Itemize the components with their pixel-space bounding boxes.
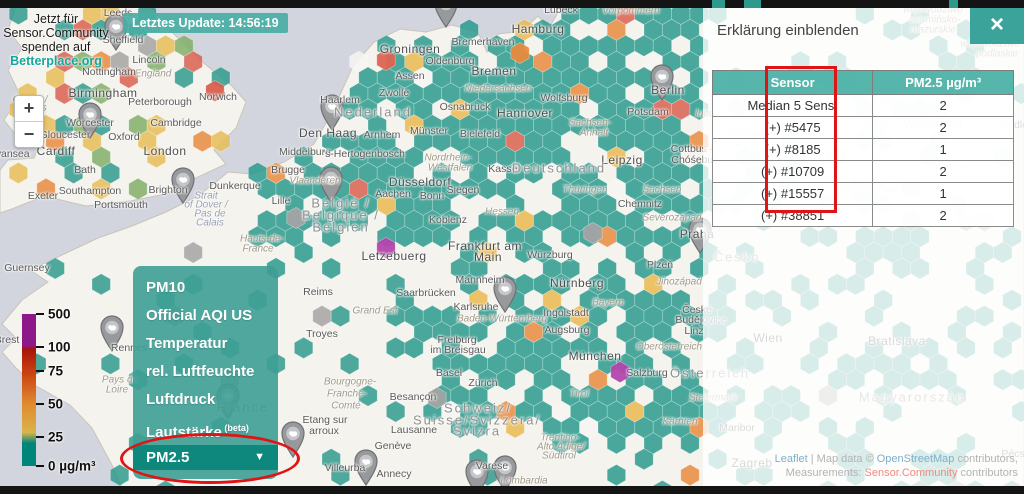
- table-header-sensor: Sensor: [711, 70, 874, 95]
- top-black-bar: [0, 0, 1024, 8]
- bottom-black-bar: [0, 486, 1024, 494]
- attribution-text: Measurements:: [785, 467, 865, 479]
- table-row: (+) #10709 2: [711, 160, 1014, 183]
- layer-menu-item-luftdruck[interactable]: Luftdruck: [146, 391, 216, 408]
- special-hexes: [205, 41, 630, 410]
- value-cell: 1: [872, 138, 1014, 161]
- sensor-table: Sensor PM2.5 µg/m³ Median 5 Sens. 2 (+) #547…: [711, 70, 1014, 227]
- hex-fragment: [744, 0, 761, 8]
- sensor-cluster-pin[interactable]: [650, 64, 674, 102]
- sensor-cluster-pin[interactable]: [465, 459, 489, 494]
- legend-tick: [36, 313, 44, 315]
- donation-note: Jetzt für Sensor.Community spenden auf B…: [0, 12, 112, 68]
- highlight-hex[interactable]: [510, 41, 530, 65]
- legend-tick: [36, 402, 44, 405]
- attribution-text: contributors: [957, 467, 1018, 479]
- sensor-id-cell[interactable]: (+) #38851: [711, 204, 874, 227]
- last-update-badge: Letztes Update: 14:56:19: [123, 13, 288, 33]
- sensor-cluster-pin[interactable]: [100, 315, 124, 353]
- leaflet-link[interactable]: Leaflet: [774, 453, 808, 465]
- sensor-cluster-pin[interactable]: [319, 166, 343, 204]
- explanation-panel: Erklärung einblenden × Sensor PM2.5 µg/m³…: [703, 8, 1024, 486]
- table-row: (+) #15557 1: [711, 182, 1014, 205]
- zoom-controls: + −: [14, 95, 44, 148]
- legend-tick: [36, 436, 44, 439]
- layer-menu: PM10 Official AQI US Temperatur rel. Luftfe…: [133, 266, 278, 479]
- legend-tick: [36, 465, 44, 467]
- sensor-id-cell[interactable]: (+) #10709: [711, 160, 874, 183]
- value-cell: 2: [872, 160, 1014, 183]
- sensor-cluster-pin[interactable]: [78, 102, 102, 140]
- value-cell: 2: [872, 204, 1014, 227]
- hex-fragment: [949, 0, 958, 8]
- layer-menu-item-official-aqi-us[interactable]: Official AQI US: [146, 307, 253, 324]
- highlight-hex[interactable]: [427, 386, 447, 410]
- highlight-hex[interactable]: [583, 221, 603, 245]
- sensor-id-cell[interactable]: (+) #15557: [711, 182, 874, 205]
- map-attribution: Leaflet | Map data © OpenStreetMap contr…: [775, 452, 1018, 480]
- zoom-out-button[interactable]: −: [23, 124, 35, 144]
- osm-link[interactable]: OpenStreetMap: [876, 453, 955, 465]
- close-button[interactable]: ×: [970, 8, 1024, 44]
- hex-fragment: [712, 0, 725, 8]
- panel-title[interactable]: Erklärung einblenden: [717, 22, 859, 39]
- zoom-in-button[interactable]: +: [15, 96, 43, 122]
- highlight-hex[interactable]: [286, 206, 306, 230]
- legend-tick-label: 25: [48, 429, 64, 445]
- layer-menu-item-pm10[interactable]: PM10: [146, 279, 186, 296]
- legend-gradient-bar: [22, 314, 36, 466]
- layer-dropdown-pm25[interactable]: PM2.5 ▼: [133, 445, 278, 470]
- highlight-hex[interactable]: [376, 48, 396, 72]
- sensor-cluster-pin[interactable]: [171, 167, 195, 205]
- sensor-cluster-pin[interactable]: [320, 94, 344, 132]
- layer-menu-item-temperatur[interactable]: Temperatur: [146, 335, 228, 352]
- table-header-pm25: PM2.5 µg/m³: [872, 70, 1014, 95]
- layer-menu-item-lautst-rke[interactable]: Lautstärke (beta): [146, 423, 249, 441]
- selected-layer-label: PM2.5: [146, 449, 190, 466]
- table-row: (+) #8185 1: [711, 138, 1014, 161]
- sensor-id-cell[interactable]: (+) #5475: [711, 116, 874, 139]
- legend-tick-label: 500: [48, 306, 71, 322]
- legend-tick: [36, 346, 44, 349]
- highlight-hex[interactable]: [376, 236, 396, 260]
- sensor-community-link[interactable]: Sensor.Community: [864, 467, 958, 479]
- legend-tick-label: 50: [48, 396, 64, 412]
- table-row: (+) #5475 2: [711, 116, 1014, 139]
- highlight-hex[interactable]: [610, 360, 630, 384]
- legend-tick-label: 75: [48, 363, 64, 379]
- highlight-hex[interactable]: [205, 79, 225, 103]
- sensor-cluster-pin[interactable]: [354, 449, 378, 487]
- donation-line: spenden auf: [21, 40, 91, 54]
- value-cell: 2: [872, 94, 1014, 117]
- sensor-cluster-pin[interactable]: [104, 14, 128, 52]
- betterplace-link[interactable]: Betterplace.org: [10, 54, 102, 68]
- legend-tick: [36, 370, 44, 372]
- value-cell: 1: [872, 182, 1014, 205]
- sensor-cluster-pin[interactable]: [493, 276, 517, 314]
- chevron-down-icon: ▼: [254, 451, 265, 463]
- attribution-text: | Map data ©: [807, 453, 877, 465]
- table-row: (+) #38851 2: [711, 204, 1014, 227]
- legend-tick-label: 100: [48, 339, 71, 355]
- median-cell: Median 5 Sens.: [711, 94, 874, 117]
- donation-line: Sensor.Community: [3, 26, 109, 40]
- table-row: Median 5 Sens. 2: [711, 94, 1014, 117]
- beta-tag: (beta): [221, 423, 249, 433]
- value-cell: 2: [872, 116, 1014, 139]
- sensor-id-cell[interactable]: (+) #8185: [711, 138, 874, 161]
- sensor-cluster-pin[interactable]: [493, 455, 517, 493]
- legend-tick-label: 0 µg/m³: [48, 458, 96, 474]
- close-icon: ×: [989, 11, 1004, 38]
- attribution-text: contributors,: [954, 453, 1018, 465]
- donation-line: Jetzt für: [33, 12, 79, 26]
- layer-menu-item-rel-luftfeuchte[interactable]: rel. Luftfeuchte: [146, 363, 255, 380]
